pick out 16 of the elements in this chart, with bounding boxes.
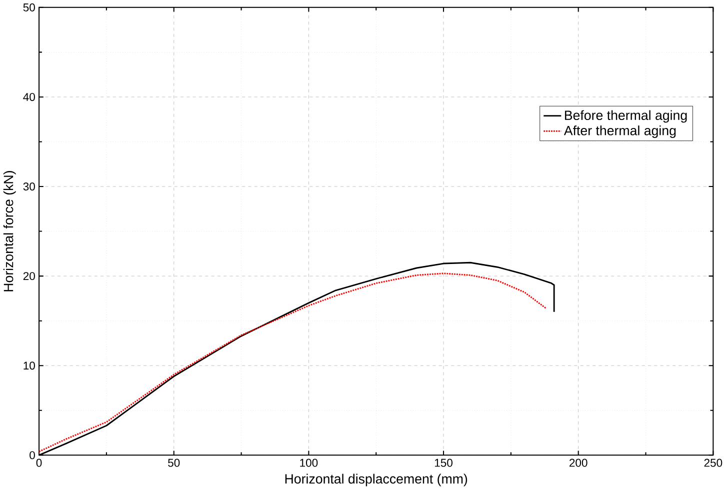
y-tick-label: 10 bbox=[24, 362, 35, 370]
x-tick-label: 50 bbox=[168, 458, 180, 467]
y-tick-label: 30 bbox=[23, 182, 35, 191]
legend-label: After thermal aging bbox=[564, 126, 676, 138]
y-tick-label: 40 bbox=[23, 93, 35, 102]
y-tick-label: 50 bbox=[23, 4, 35, 12]
x-axis-title: Horizontal displaccement (mm) bbox=[285, 474, 468, 486]
x-tick-label: 100 bbox=[300, 458, 318, 467]
x-tick-label: 0 bbox=[36, 458, 42, 467]
y-tick-label: 20 bbox=[23, 272, 35, 280]
x-tick-label: 150 bbox=[434, 458, 452, 467]
y-axis-title: Horizontal force (kN) bbox=[3, 171, 16, 292]
legend-label: Before thermal aging bbox=[565, 110, 687, 123]
y-tick-label: 0 bbox=[30, 451, 35, 460]
x-tick-label: 200 bbox=[570, 458, 588, 467]
x-tick-label: 250 bbox=[704, 458, 722, 467]
